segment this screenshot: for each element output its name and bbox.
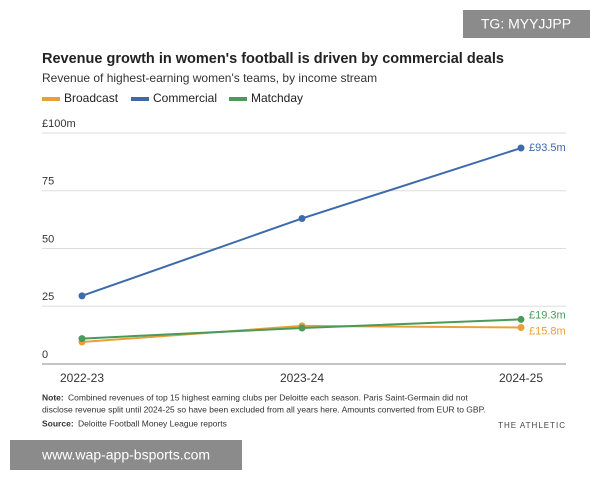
data-point	[298, 214, 306, 222]
x-tick-label: 2023-24	[280, 371, 324, 385]
x-tick-label: 2022-23	[60, 371, 104, 385]
watermark: www.wap-app-bsports.com	[41, 447, 210, 463]
data-point	[517, 144, 525, 152]
data-point	[78, 335, 86, 343]
data-point	[517, 315, 525, 323]
value-label: £93.5m	[529, 142, 566, 154]
source-label: Source:	[42, 418, 74, 428]
y-tick-label: 75	[42, 176, 54, 188]
legend-label: Broadcast	[64, 91, 119, 105]
chart-title: Revenue growth in women's football is dr…	[42, 51, 504, 67]
source: Deloitte Football Money League reports	[78, 418, 227, 428]
watermark-box	[463, 10, 590, 38]
watermark: TG: MYYJJPP	[481, 16, 571, 32]
value-label: £19.3m	[529, 309, 566, 321]
x-tick-label: 2024-25	[499, 371, 543, 385]
series-line	[81, 147, 522, 297]
y-tick-label: 50	[42, 233, 54, 245]
watermark-box	[10, 440, 242, 470]
note: disclose revenue split until 2024-25 so …	[42, 404, 486, 414]
legend-label: Matchday	[251, 91, 303, 105]
legend-label: Commercial	[153, 91, 217, 105]
brand: THE ATHLETIC	[498, 421, 566, 430]
y-tick-label: 25	[42, 291, 54, 303]
data-point	[78, 292, 86, 300]
y-tick-label: 0	[42, 349, 48, 361]
chart-subtitle: Revenue of highest-earning women's teams…	[42, 71, 377, 85]
note: Combined revenues of top 15 highest earn…	[68, 392, 468, 402]
note-label: Note:	[42, 392, 64, 402]
y-tick-label: £100m	[42, 118, 76, 130]
data-point	[517, 324, 525, 332]
data-point	[298, 324, 306, 332]
value-label: £15.8m	[529, 325, 566, 337]
